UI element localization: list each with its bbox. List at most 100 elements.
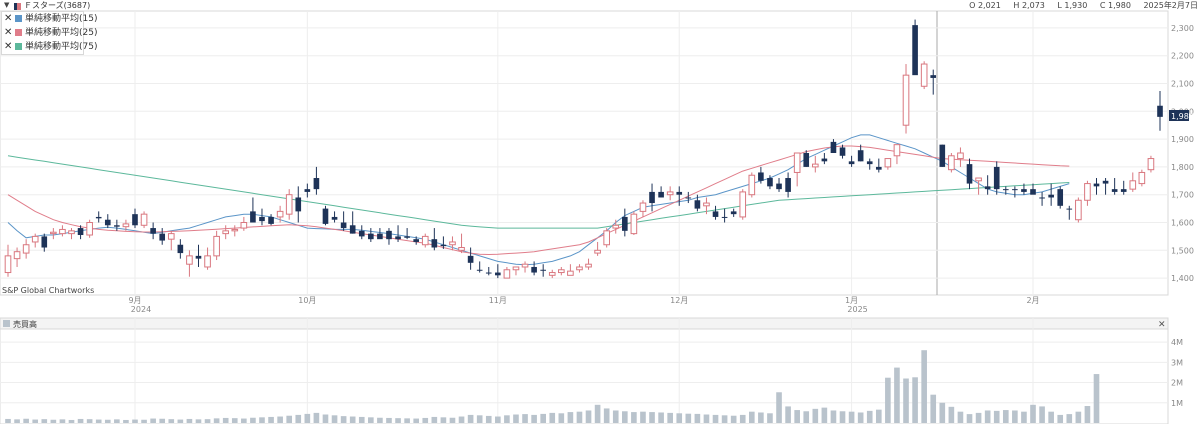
candle-down <box>721 216 728 218</box>
candle-down <box>177 244 184 254</box>
volume-bar <box>41 419 48 423</box>
candle-up <box>204 255 211 268</box>
candle-up <box>630 213 638 235</box>
candle-up <box>893 144 901 157</box>
candle-up <box>920 63 928 87</box>
volume-bar <box>585 410 592 423</box>
volume-bar <box>1039 406 1045 423</box>
month-tick-label: 9月 <box>128 296 141 305</box>
candle-up <box>512 266 520 271</box>
candle-down <box>984 186 991 190</box>
legend-item-sma15[interactable]: ✕ 単純移動平均(15) <box>4 12 97 26</box>
candle-down <box>1021 189 1027 192</box>
candle-down <box>368 233 374 240</box>
low-value: L 1,930 <box>1057 1 1088 10</box>
candle-up <box>140 213 148 226</box>
volume-bar <box>794 410 800 423</box>
close-icon[interactable]: ✕ <box>1158 320 1166 330</box>
volume-bar <box>966 414 973 423</box>
candle-down <box>866 161 873 165</box>
month-tick-label: 12月 <box>670 296 688 305</box>
volume-bar <box>676 413 683 423</box>
remove-indicator-icon[interactable]: ✕ <box>4 13 13 24</box>
candle-up <box>567 270 574 276</box>
volume-bar <box>177 419 184 423</box>
volume-tick-label: 3M <box>1171 358 1183 367</box>
attribution: S&P Global Chartworks <box>2 286 94 295</box>
volume-bar <box>440 417 447 423</box>
candle-down <box>377 233 383 240</box>
candle-down <box>259 216 265 222</box>
candle-up <box>222 230 230 235</box>
legend-item-sma75[interactable]: ✕ 単純移動平均(75) <box>4 40 97 54</box>
volume-bar <box>449 417 456 423</box>
sma-line-2 <box>7 155 1070 229</box>
volume-bar <box>685 413 692 423</box>
volume-bar <box>875 409 882 423</box>
volume-bar <box>404 418 410 423</box>
candle-down <box>1057 189 1064 206</box>
remove-indicator-icon[interactable]: ✕ <box>4 27 13 38</box>
price-tick-label: 1,800 <box>1171 163 1194 172</box>
candle-down <box>1002 189 1009 191</box>
candle-down <box>41 236 48 248</box>
sma-line-0 <box>7 134 1070 266</box>
volume-bar <box>885 377 891 423</box>
volume-bar <box>739 414 746 423</box>
volume-bar <box>377 417 383 423</box>
volume-bar <box>77 418 84 423</box>
volume-bar <box>576 411 583 423</box>
legend-item-sma25[interactable]: ✕ 単純移動平均(25) <box>4 26 97 40</box>
volume-bar <box>304 413 311 423</box>
candle-down <box>1111 189 1118 192</box>
candle-down <box>658 191 664 198</box>
volume-bar <box>758 412 764 423</box>
candle-down <box>395 236 401 240</box>
candle-up <box>902 74 910 126</box>
candle-down <box>1066 208 1073 210</box>
candle-up <box>957 152 964 160</box>
candle-up <box>793 152 801 173</box>
candle-up <box>948 155 955 171</box>
candle-up <box>213 235 220 257</box>
volume-bar <box>631 412 637 423</box>
volume-bar <box>231 418 238 423</box>
last-price-badge <box>1169 110 1189 121</box>
candle-up <box>276 210 284 218</box>
candle-up <box>458 247 465 251</box>
candle-down <box>540 269 546 271</box>
candle-up <box>1147 158 1155 171</box>
candle-up <box>68 230 75 235</box>
volume-bar <box>1021 411 1027 423</box>
candle-down <box>1012 189 1018 191</box>
month-tick-label: 2月 <box>1026 296 1039 305</box>
price-tick-label: 1,400 <box>1171 274 1194 283</box>
volume-bar <box>358 416 365 423</box>
candle-up <box>59 228 66 235</box>
ohlc-readout: O 2,021 H 2,073 L 1,930 C 1,980 2025年2月7… <box>959 0 1198 11</box>
candle-down <box>912 25 918 76</box>
candle-down <box>1093 183 1100 187</box>
caret-down-icon[interactable]: ▼ <box>4 1 10 9</box>
volume-bar <box>495 416 501 423</box>
volume-bar <box>830 410 837 423</box>
volume-bar <box>241 418 247 423</box>
candle-up <box>884 158 892 168</box>
volume-bar <box>476 415 483 423</box>
price-tick-label: 1,700 <box>1171 191 1194 200</box>
volume-bar <box>50 419 57 423</box>
sma15-swatch <box>15 15 22 22</box>
sma75-swatch <box>15 43 22 50</box>
candle-up <box>186 255 193 265</box>
candle-down <box>966 164 973 184</box>
remove-indicator-icon[interactable]: ✕ <box>4 41 13 52</box>
candle-down <box>114 225 120 227</box>
candle-down <box>993 166 1000 190</box>
candle-down <box>159 233 166 241</box>
candle-up <box>811 163 819 168</box>
volume-tick-label: 1M <box>1171 399 1183 408</box>
volume-bar <box>349 416 356 423</box>
candle-up <box>585 263 592 268</box>
